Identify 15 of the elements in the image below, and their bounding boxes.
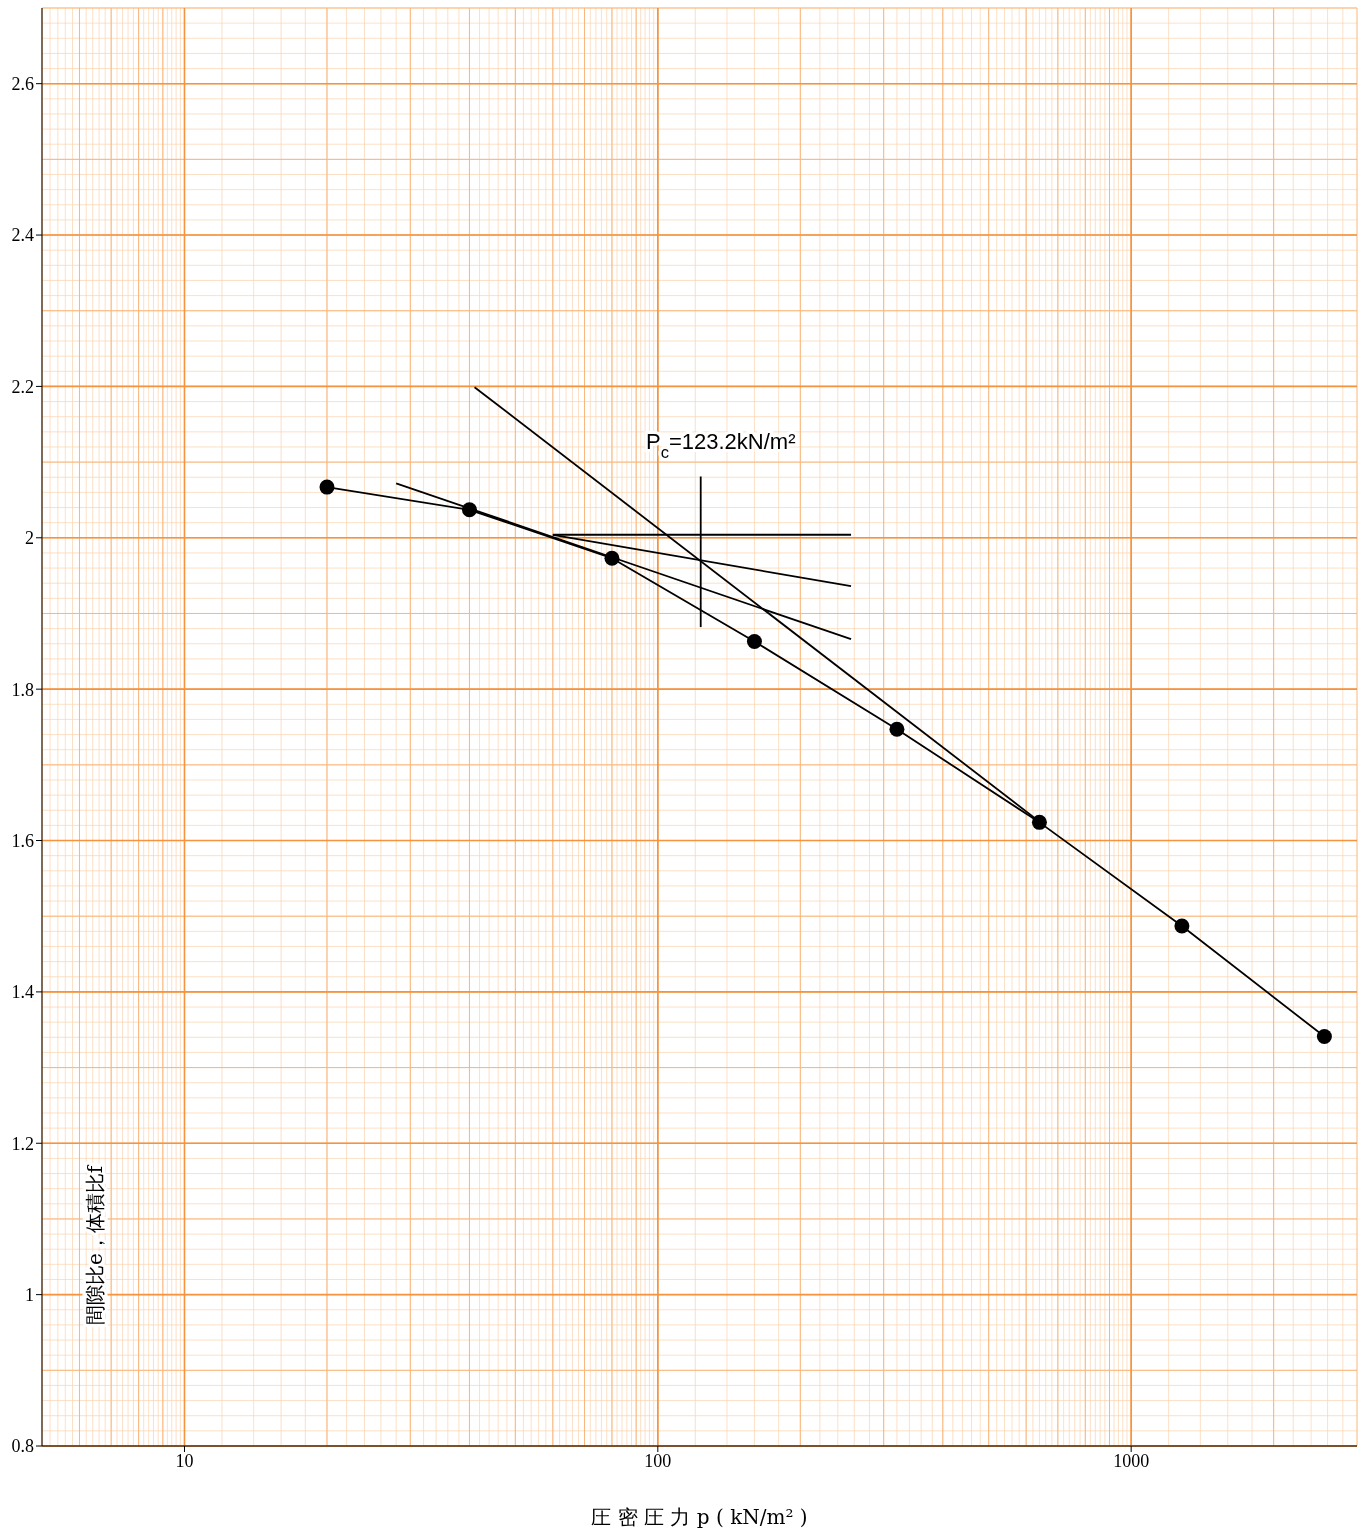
- y-tick-label: 1.2: [11, 1133, 34, 1154]
- x-tick-label: 1000: [1113, 1450, 1150, 1471]
- y-tick-label: 2: [25, 528, 34, 549]
- y-axis-title: 間隙比e，体積比f: [83, 1164, 107, 1325]
- y-tick-label: 1.8: [11, 679, 34, 700]
- y-tick-label: 2.6: [11, 74, 34, 95]
- y-tick-label: 1: [25, 1285, 34, 1306]
- x-tick-label: 10: [175, 1450, 194, 1471]
- x-axis-title: 圧 密 圧 力 p ( kN/m² ): [591, 1505, 808, 1528]
- y-tick-label: 0.8: [11, 1436, 34, 1457]
- x-tick-label: 100: [644, 1450, 672, 1471]
- y-tick-label: 2.2: [11, 376, 34, 397]
- y-tick-label: 2.4: [11, 225, 34, 246]
- y-tick-label: 1.4: [11, 982, 34, 1003]
- y-tick-label: 1.6: [11, 830, 34, 851]
